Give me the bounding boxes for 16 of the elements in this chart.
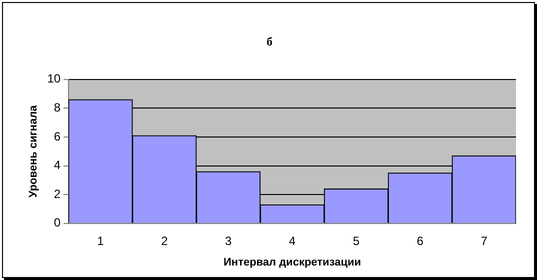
x-tick-label: 5	[352, 234, 360, 248]
x-axis-title: Интервал дискретизации	[224, 256, 362, 268]
x-tick-label: 1	[97, 234, 104, 248]
y-axis-title: Уровень сигнала	[28, 104, 40, 198]
x-tick-label: 2	[161, 234, 168, 248]
y-tick-label: 0	[54, 216, 61, 230]
y-tick-label: 2	[54, 186, 61, 201]
chart-title: б	[266, 34, 272, 48]
x-tick-label: 7	[480, 234, 488, 248]
x-tick-label: 6	[416, 234, 424, 248]
y-tick-label: 8	[54, 100, 61, 115]
x-tick-label: 3	[225, 234, 232, 248]
x-tick-label: 4	[288, 234, 296, 248]
y-tick-label: 4	[54, 158, 61, 172]
y-tick-label: 6	[54, 129, 61, 144]
y-tick-label: 10	[47, 72, 61, 86]
